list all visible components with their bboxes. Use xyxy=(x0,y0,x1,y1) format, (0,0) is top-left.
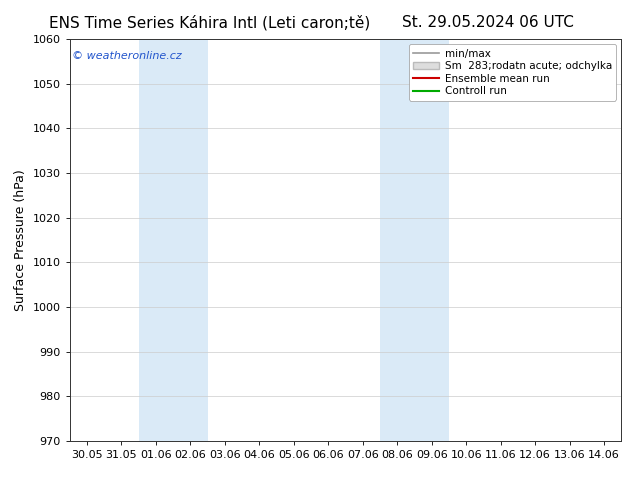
Y-axis label: Surface Pressure (hPa): Surface Pressure (hPa) xyxy=(14,169,27,311)
Bar xyxy=(139,39,207,441)
Text: St. 29.05.2024 06 UTC: St. 29.05.2024 06 UTC xyxy=(402,15,574,30)
Bar xyxy=(380,39,449,441)
Legend: min/max, Sm  283;rodatn acute; odchylka, Ensemble mean run, Controll run: min/max, Sm 283;rodatn acute; odchylka, … xyxy=(410,45,616,100)
Text: ENS Time Series Káhira Intl (Leti caron;tě): ENS Time Series Káhira Intl (Leti caron;… xyxy=(49,15,370,30)
Text: © weatheronline.cz: © weatheronline.cz xyxy=(72,51,182,61)
